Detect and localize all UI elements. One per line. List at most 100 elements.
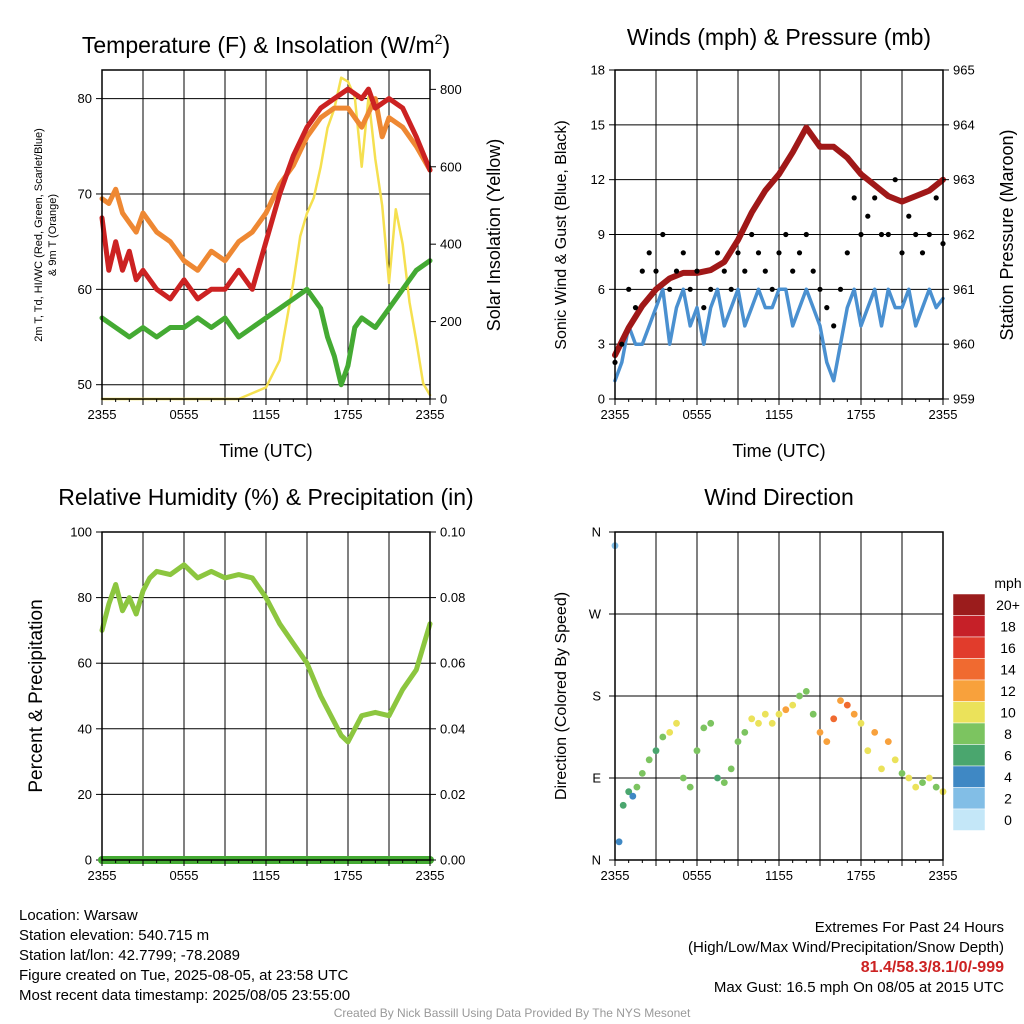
wind-gust-point <box>824 305 830 311</box>
dir-point <box>891 756 899 764</box>
dir-legend-swatch <box>952 636 986 659</box>
wind-gust-point <box>858 231 864 238</box>
rh-xtick-label: 2355 <box>416 868 445 883</box>
wind-gust-point <box>844 250 850 256</box>
dir-point <box>652 747 660 755</box>
dir-point <box>809 710 817 718</box>
wind-gust-point <box>831 323 837 329</box>
rh-title: Relative Humidity (%) & Precipitation (i… <box>58 484 473 510</box>
dir-point <box>619 801 627 809</box>
station-elevation: Station elevation: 540.715 m <box>19 927 210 944</box>
wind-ytick-right-label: 962 <box>953 227 975 242</box>
rh-ylabel-left: Percent & Precipitation <box>26 599 47 792</box>
dir-point <box>816 729 824 736</box>
rh-ytick-right-label: 0.00 <box>440 853 465 868</box>
wind-ylabel-left: Sonic Wind & Gust (Blue, Black) <box>553 120 570 349</box>
recent-timestamp: Most recent data timestamp: 2025/08/05 2… <box>19 987 351 1004</box>
wind-gust-point <box>906 213 912 219</box>
dir-legend-label: 2 <box>1004 790 1012 806</box>
wind-gust-point <box>660 231 666 238</box>
wind-ytick-label: 18 <box>591 63 605 78</box>
wind-gust-point <box>933 195 939 201</box>
wind-gust-point <box>783 231 789 238</box>
wind-gust-point <box>646 250 652 256</box>
wind-gust-point <box>735 250 741 256</box>
dir-legend-label: 10 <box>1000 704 1016 720</box>
temp-title-main: Temperature (F) & Insolation (W/m <box>82 32 435 58</box>
dir-point <box>700 724 708 732</box>
temp-ytick-right-label: 0 <box>440 392 447 407</box>
dir-legend-swatch <box>952 722 986 745</box>
dir-ytick-label: S <box>592 689 601 704</box>
dir-point <box>615 838 623 846</box>
wind-gust-point <box>817 286 823 292</box>
dir-point <box>768 719 776 727</box>
extremes-subtitle: (High/Low/Max Wind/Precipitation/Snow De… <box>688 939 1004 956</box>
dir-point <box>741 729 749 736</box>
dir-point <box>638 770 646 777</box>
dir-point <box>850 710 858 718</box>
rh-ytick-label: 60 <box>78 656 92 671</box>
dir-point <box>775 710 783 718</box>
dir-legend-label: 0 <box>1004 812 1012 828</box>
wind-gust-point <box>708 286 714 292</box>
dir-ytick-label: W <box>589 607 602 622</box>
wind-gust-point <box>790 268 796 274</box>
dir-xtick-label: 1755 <box>847 868 876 883</box>
dir-point <box>823 738 831 745</box>
station-latlon: Station lat/lon: 42.7799; -78.2089 <box>19 947 241 964</box>
temp-xtick-label: 2355 <box>416 407 445 422</box>
temp-title-end: ) <box>442 32 450 58</box>
wind-gust-point <box>714 250 721 256</box>
extremes-title: Extremes For Past 24 Hours <box>814 919 1004 936</box>
temp-series-dewpoint <box>99 258 433 388</box>
wind-gust-point <box>653 268 659 274</box>
wind-gust-point <box>899 250 905 256</box>
dir-point <box>857 719 865 727</box>
wind-gust-point <box>742 268 748 274</box>
wind-ytick-right-label: 965 <box>953 63 975 78</box>
temp-ylabel-line1: 2m T, Td, HI/WC (Red, Green, Scarlet/Blu… <box>33 128 45 342</box>
wind-ytick-label: 3 <box>598 337 605 352</box>
temp-series-windchill <box>99 96 433 273</box>
dir-point <box>837 697 844 704</box>
rh-xtick-label: 1755 <box>334 868 363 883</box>
rh-xtick-label: 1155 <box>252 868 280 883</box>
temp-xtick-label: 2355 <box>88 407 117 422</box>
wind-ytick-label: 9 <box>598 227 605 242</box>
dir-point <box>633 783 641 791</box>
extremes-values: 81.4/58.3/8.1/0/-999 <box>860 959 1004 976</box>
dir-ytick-label: N <box>592 853 601 868</box>
wind-xtick-label: 2355 <box>601 407 630 422</box>
wind-gust-point <box>892 177 898 183</box>
extremes-info: Extremes For Past 24 Hours (High/Low/Max… <box>688 918 1004 998</box>
wind-ytick-right-label: 960 <box>953 337 975 352</box>
dir-point <box>727 765 735 773</box>
dir-legend-label: 8 <box>1004 726 1012 742</box>
dir-xtick-label: 2355 <box>929 868 958 883</box>
dir-point <box>898 770 906 777</box>
dir-legend-label: 4 <box>1004 769 1012 785</box>
temp-ylabel-line2: & 9m T (Orange) <box>47 194 59 276</box>
temp-xtick-label: 0555 <box>170 407 199 422</box>
temp-xlabel: Time (UTC) <box>219 441 312 461</box>
wind-ytick-right-label: 961 <box>953 282 975 297</box>
dir-point <box>830 715 838 723</box>
wind-gust-point <box>673 268 680 274</box>
wind-gust-point <box>687 286 693 292</box>
dir-point <box>755 719 762 727</box>
dir-point <box>871 729 879 736</box>
max-gust: Max Gust: 16.5 mph On 08/05 at 2015 UTC <box>713 979 1004 996</box>
rh-ytick-label: 20 <box>78 787 92 802</box>
rh-ytick-label: 40 <box>78 721 92 736</box>
dir-xtick-label: 1155 <box>765 868 793 883</box>
wind-gust-point <box>803 231 809 238</box>
temp-xtick-label: 1755 <box>334 407 363 422</box>
dir-point <box>625 788 633 796</box>
wind-ylabel-right: Station Pressure (Maroon) <box>997 129 1017 340</box>
dir-point <box>666 729 674 736</box>
wind-gust-point <box>721 268 727 274</box>
wind-gust-point <box>769 286 775 292</box>
station-info: Location: Warsaw Station elevation: 540.… <box>19 906 350 1006</box>
